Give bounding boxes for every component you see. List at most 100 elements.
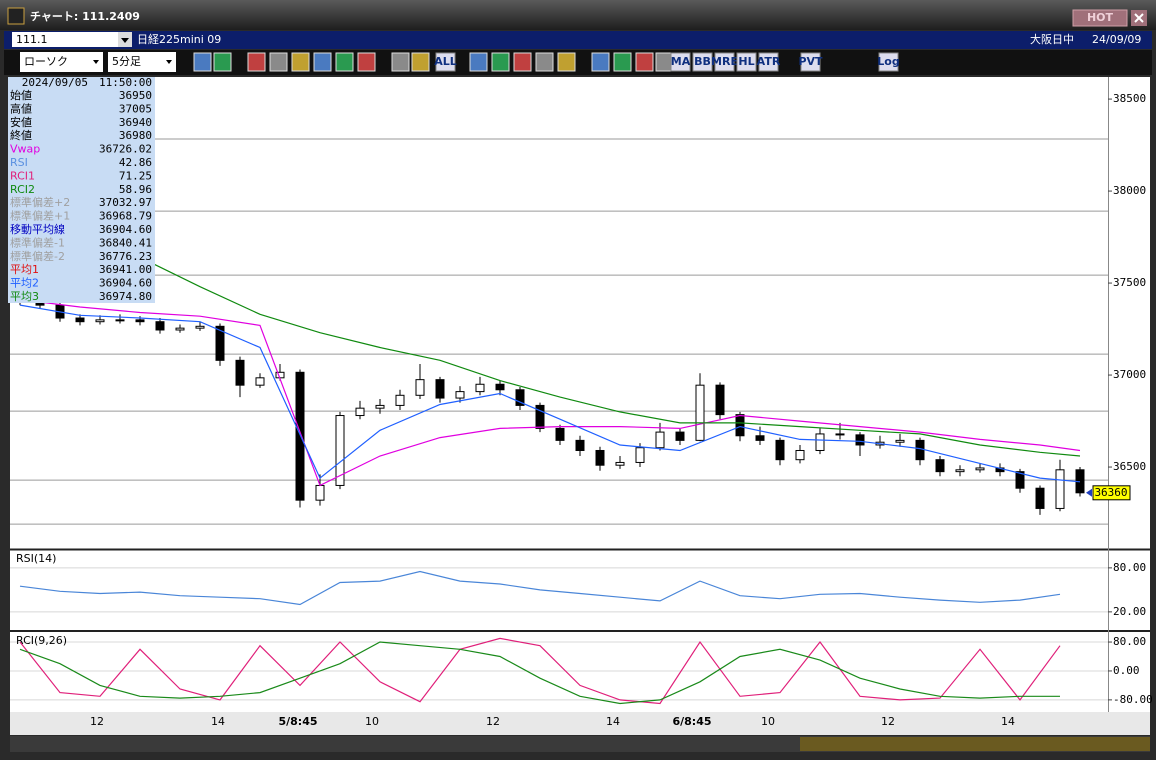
info-value: 36840.41	[99, 236, 152, 249]
info-label: 始値	[10, 88, 32, 102]
y-tick-label: 0.00	[1113, 664, 1140, 677]
candle-body	[735, 414, 745, 437]
toolbar-button-label: MRE	[711, 55, 738, 68]
info-value: 36941.00	[99, 263, 152, 276]
hot-label[interactable]: HOT	[1087, 11, 1114, 24]
info-label: 標準偏差+1	[10, 209, 70, 223]
toolbar-icon[interactable]	[193, 52, 212, 72]
candle-body	[475, 383, 485, 393]
toolbar-icon[interactable]	[213, 52, 232, 72]
candle-body	[535, 404, 545, 429]
interval-text: 5分足	[112, 55, 141, 68]
dropdown-arrow	[121, 38, 129, 43]
y-tick-label: 80.00	[1113, 561, 1146, 574]
series-line	[19, 199, 1081, 457]
toolbar-icon[interactable]	[635, 52, 654, 72]
y-tick-label: 80.00	[1113, 635, 1146, 648]
y-tick-label: -80.00	[1113, 693, 1153, 706]
toolbar-icon[interactable]	[391, 52, 410, 72]
interval-select[interactable]	[108, 52, 176, 72]
toolbar-icon[interactable]	[269, 52, 288, 72]
info-value: 36776.23	[99, 250, 152, 263]
toolbar-icon[interactable]	[535, 52, 554, 72]
toolbar-icon[interactable]	[491, 52, 510, 72]
kind-select[interactable]	[20, 52, 103, 72]
toolbar-button[interactable]	[692, 52, 713, 72]
toolbar-icon[interactable]	[291, 52, 310, 72]
hot-button[interactable]	[1072, 9, 1128, 27]
candle-body	[375, 404, 385, 409]
candle-body	[95, 319, 105, 323]
date: 24/09/09	[1092, 33, 1141, 46]
info-value: 36950	[119, 89, 152, 102]
info-label: 終値	[10, 128, 32, 142]
candle-body	[215, 325, 225, 361]
candle-body	[795, 449, 805, 461]
candle-body	[455, 391, 465, 399]
info-label: 移動平均線	[10, 222, 65, 236]
last-price-label: 36360	[1094, 486, 1127, 499]
toolbar-button[interactable]	[714, 52, 735, 72]
info-value: 36904.60	[99, 277, 152, 290]
candle-body	[1035, 487, 1045, 509]
info-label: 平均1	[10, 263, 39, 276]
toolbar-button[interactable]	[736, 52, 757, 72]
toolbar-button[interactable]	[670, 52, 691, 72]
info-label: RSI	[10, 156, 28, 169]
info-label: 高値	[10, 101, 32, 115]
title-bar	[0, 0, 1156, 30]
info-bar	[4, 31, 1152, 49]
toolbar-icon[interactable]	[247, 52, 266, 72]
toolbar-icon[interactable]	[613, 52, 632, 72]
info-value: 58.96	[119, 183, 152, 196]
toolbar-button[interactable]	[758, 52, 779, 72]
toolbar-icon[interactable]	[313, 52, 332, 72]
candle-body	[155, 321, 165, 331]
toolbar-button[interactable]	[800, 52, 821, 72]
kind-text: ローソク	[24, 55, 68, 68]
toolbar-button[interactable]	[435, 52, 456, 72]
toolbar-button-label: ALL	[434, 55, 457, 68]
instrument: 日経225mini 09	[137, 33, 221, 46]
toolbar-icon[interactable]	[335, 52, 354, 72]
toolbar-icon[interactable]	[411, 52, 430, 72]
panel-title: RCI(9,26)	[16, 634, 67, 647]
info-value: 36980	[119, 129, 152, 142]
series-line	[19, 304, 1081, 483]
candle-body	[575, 439, 585, 451]
candle-body	[355, 407, 365, 417]
x-tick-label: 14	[606, 715, 620, 728]
candle-body	[935, 459, 945, 473]
candle-body	[495, 383, 505, 391]
toolbar-icon[interactable]	[591, 52, 610, 72]
info-label: RCI1	[10, 169, 35, 182]
chart-area	[10, 77, 1150, 712]
candle-body	[615, 461, 625, 466]
toolbar-button-label: HL	[738, 55, 754, 68]
series-line	[19, 570, 1061, 606]
dropdown-arrow	[166, 60, 172, 64]
toolbar-icon[interactable]	[557, 52, 576, 72]
dropdown-arrow	[93, 60, 99, 64]
info-label: 標準偏差-1	[10, 235, 65, 249]
x-tick-label: 10	[761, 715, 775, 728]
candle-body	[975, 467, 985, 471]
y-tick-label: 38000	[1113, 184, 1146, 197]
x-tick-label: 14	[1001, 715, 1015, 728]
toolbar-icon[interactable]	[513, 52, 532, 72]
toolbar-button[interactable]	[878, 52, 899, 72]
toolbar-icon[interactable]	[357, 52, 376, 72]
toolbar-icon[interactable]	[469, 52, 488, 72]
series-line	[19, 637, 1061, 705]
series-line	[19, 641, 1060, 705]
scroll-thumb[interactable]	[800, 737, 1150, 751]
y-tick-label: 37000	[1113, 368, 1146, 381]
candle-body	[775, 439, 785, 461]
code-input[interactable]	[12, 32, 118, 47]
x-tick-label: 5/8:45	[278, 715, 317, 728]
info-value: 36904.60	[99, 223, 152, 236]
toolbar-button-label: PVT	[798, 55, 823, 68]
candle-body	[1015, 471, 1025, 489]
last-price-box	[1092, 485, 1131, 501]
